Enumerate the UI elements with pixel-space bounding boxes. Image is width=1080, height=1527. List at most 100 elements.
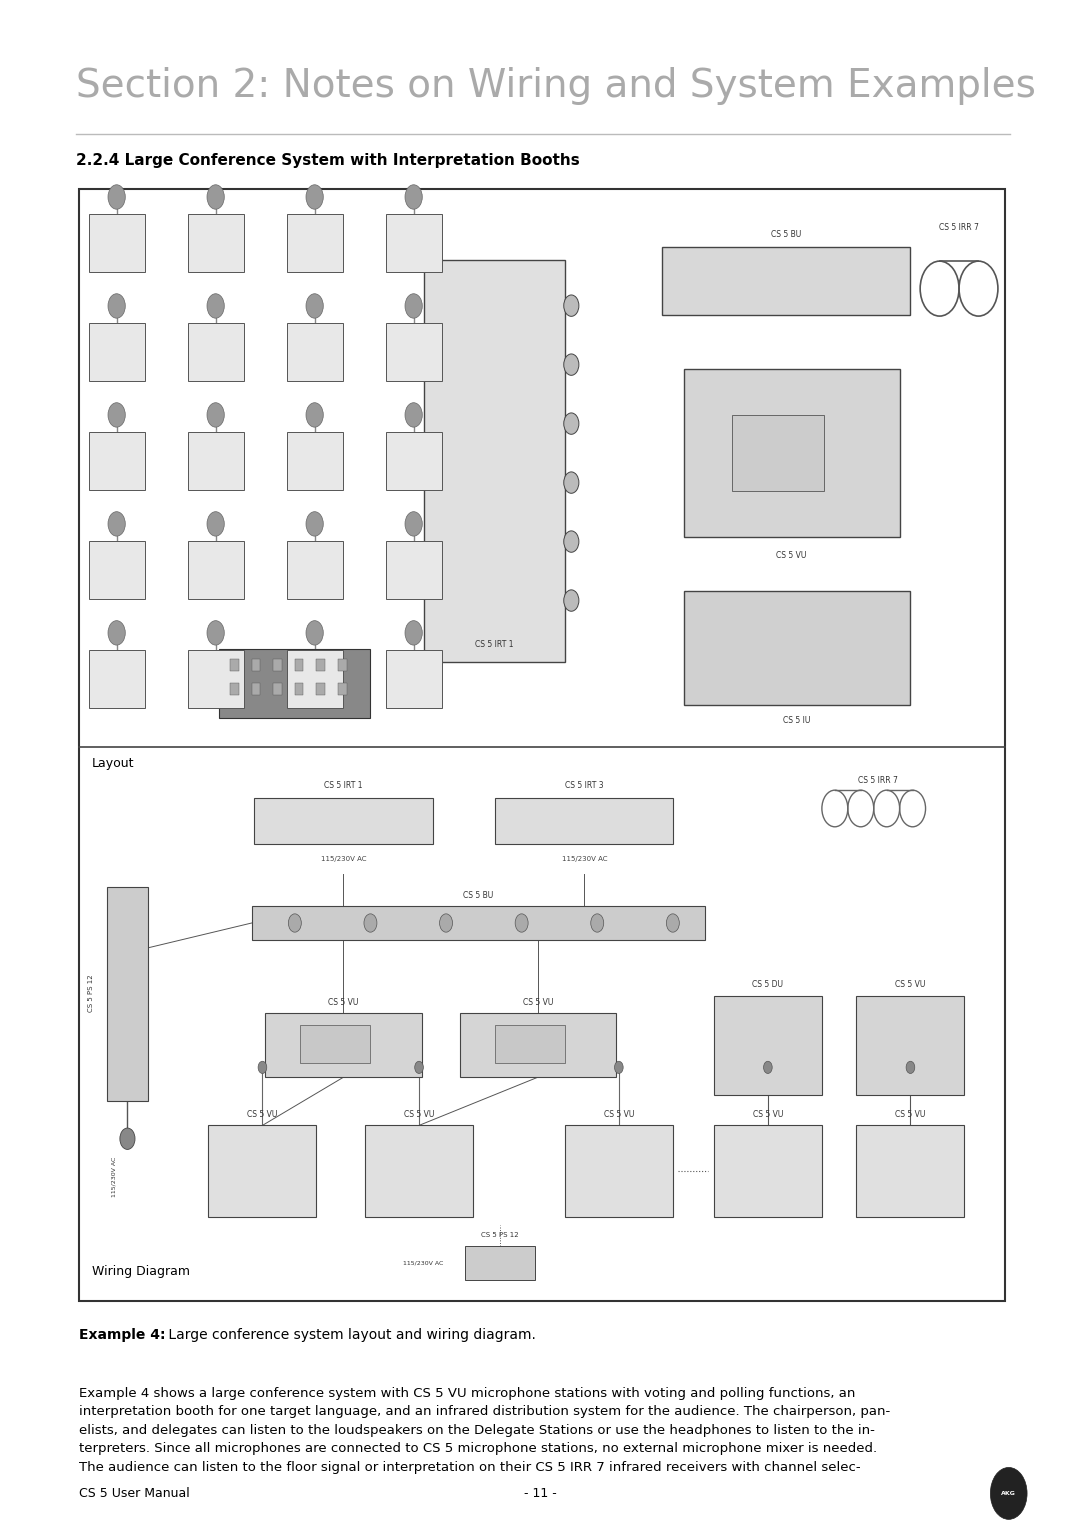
Circle shape <box>405 620 422 644</box>
Bar <box>460 1012 616 1077</box>
Text: CS 5 VU: CS 5 VU <box>404 1110 434 1119</box>
Circle shape <box>564 472 579 493</box>
Text: CS 5 IRT 1: CS 5 IRT 1 <box>324 782 363 789</box>
Circle shape <box>108 512 125 536</box>
Bar <box>286 649 342 707</box>
Circle shape <box>207 185 225 209</box>
Text: CS 5 PS 12: CS 5 PS 12 <box>87 974 94 1012</box>
Bar <box>89 322 145 380</box>
Bar <box>188 541 244 599</box>
Text: Section 2: Notes on Wiring and System Examples: Section 2: Notes on Wiring and System Ex… <box>76 67 1036 105</box>
Text: CS 5 VU: CS 5 VU <box>753 1110 783 1119</box>
Bar <box>495 797 674 843</box>
Circle shape <box>288 913 301 931</box>
Bar <box>188 432 244 490</box>
Bar <box>286 541 342 599</box>
Bar <box>856 1125 964 1217</box>
Bar <box>188 214 244 272</box>
Text: CS 5 VU: CS 5 VU <box>604 1110 634 1119</box>
Bar <box>252 658 260 670</box>
Text: CS 5 User Manual: CS 5 User Manual <box>79 1487 190 1500</box>
Circle shape <box>207 403 225 428</box>
Bar <box>208 1125 316 1217</box>
Text: - 11 -: - 11 - <box>524 1487 556 1500</box>
Circle shape <box>764 1061 772 1073</box>
Circle shape <box>108 620 125 644</box>
Circle shape <box>440 913 453 931</box>
Bar <box>464 1246 536 1280</box>
Bar <box>386 432 442 490</box>
Text: 2.2.4 Large Conference System with Interpretation Booths: 2.2.4 Large Conference System with Inter… <box>76 153 579 168</box>
Bar <box>386 322 442 380</box>
Circle shape <box>207 512 225 536</box>
Circle shape <box>258 1061 267 1073</box>
Text: CS 5 DU: CS 5 DU <box>753 980 783 989</box>
Circle shape <box>306 620 323 644</box>
Bar <box>273 683 282 695</box>
Text: CS 5 IRT 1: CS 5 IRT 1 <box>475 640 514 649</box>
Text: CS 5 BU: CS 5 BU <box>463 892 494 899</box>
Bar <box>266 1012 421 1077</box>
Circle shape <box>405 293 422 318</box>
Text: CS 5 IU: CS 5 IU <box>783 716 811 725</box>
Bar <box>273 658 282 670</box>
Bar <box>295 683 303 695</box>
Text: CS 5 VU: CS 5 VU <box>895 1110 926 1119</box>
Circle shape <box>108 403 125 428</box>
Bar <box>89 432 145 490</box>
Text: CS 5 IRR 7: CS 5 IRR 7 <box>940 223 978 232</box>
Text: 115/230V AC: 115/230V AC <box>321 855 366 861</box>
Text: CS 5 IRT 3: CS 5 IRT 3 <box>565 782 604 789</box>
Bar <box>286 432 342 490</box>
Circle shape <box>306 512 323 536</box>
Bar <box>338 658 347 670</box>
Circle shape <box>120 1128 135 1150</box>
Bar <box>286 214 342 272</box>
Text: 115/230V AC: 115/230V AC <box>562 855 607 861</box>
Circle shape <box>405 185 422 209</box>
Circle shape <box>564 589 579 611</box>
Text: CS 5 BU: CS 5 BU <box>771 231 801 238</box>
Circle shape <box>564 412 579 434</box>
Bar <box>252 683 260 695</box>
Circle shape <box>108 185 125 209</box>
Text: AKG: AKG <box>1001 1490 1016 1496</box>
Circle shape <box>591 913 604 931</box>
Circle shape <box>415 1061 423 1073</box>
Bar <box>188 322 244 380</box>
Bar <box>295 658 303 670</box>
Circle shape <box>306 403 323 428</box>
Text: CS 5 PS 12: CS 5 PS 12 <box>482 1232 518 1238</box>
Bar <box>714 996 822 1095</box>
Circle shape <box>405 403 422 428</box>
Bar <box>89 214 145 272</box>
Bar <box>255 797 432 843</box>
Bar <box>386 214 442 272</box>
Bar <box>188 649 244 707</box>
Circle shape <box>405 512 422 536</box>
Circle shape <box>564 295 579 316</box>
Bar <box>856 996 964 1095</box>
Bar <box>89 541 145 599</box>
Text: CS 5 IRR 7: CS 5 IRR 7 <box>859 777 897 785</box>
Text: Wiring Diagram: Wiring Diagram <box>92 1264 190 1278</box>
Bar <box>684 370 900 538</box>
Bar <box>365 1125 473 1217</box>
Bar <box>316 683 325 695</box>
Bar <box>79 189 1005 1301</box>
Bar <box>565 1125 673 1217</box>
Text: CS 5 VU: CS 5 VU <box>247 1110 278 1119</box>
Bar <box>386 541 442 599</box>
Bar <box>219 649 370 718</box>
Bar <box>424 260 565 661</box>
Bar <box>386 649 442 707</box>
Circle shape <box>906 1061 915 1073</box>
Text: CS 5 VU: CS 5 VU <box>328 999 359 1006</box>
Bar <box>732 415 824 492</box>
Text: CS 5 VU: CS 5 VU <box>777 551 807 560</box>
Text: Example 4:: Example 4: <box>79 1328 165 1342</box>
Circle shape <box>306 293 323 318</box>
Circle shape <box>108 293 125 318</box>
Circle shape <box>515 913 528 931</box>
Text: CS 5 VU: CS 5 VU <box>523 999 553 1006</box>
